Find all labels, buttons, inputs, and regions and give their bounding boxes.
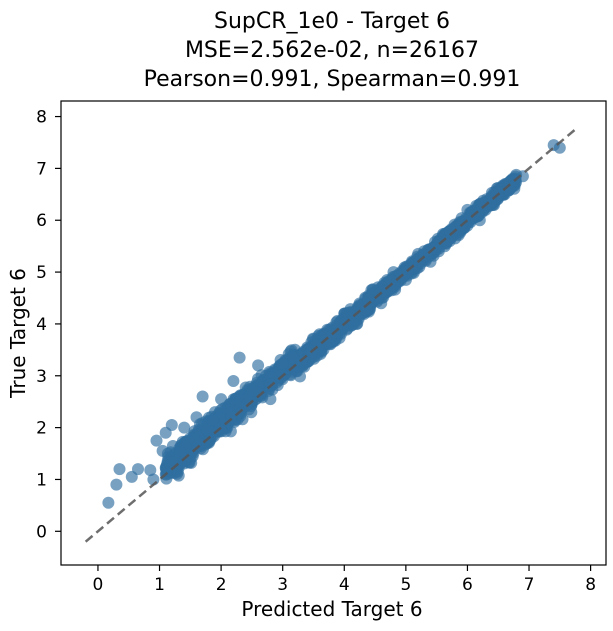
scatter-point xyxy=(227,375,240,387)
scatter-point xyxy=(178,455,191,468)
y-tick-label: 1 xyxy=(36,470,47,490)
y-tick-label: 8 xyxy=(36,108,47,128)
scatter-point xyxy=(165,419,178,431)
y-tick-label: 7 xyxy=(36,159,47,179)
scatter-point xyxy=(201,424,214,437)
scatter-point xyxy=(196,390,209,403)
scatter-point xyxy=(220,402,233,415)
x-tick-label: 6 xyxy=(462,575,473,595)
x-tick-label: 8 xyxy=(585,575,596,595)
scatter-point xyxy=(387,279,400,292)
reference-diagonal-line xyxy=(84,125,580,543)
x-tick-label: 2 xyxy=(216,575,227,595)
x-axis-ticks: 0 1 2 3 4 5 6 7 8 xyxy=(93,565,596,595)
scatter-point xyxy=(508,173,521,186)
scatter-point xyxy=(206,414,219,427)
scatter-point xyxy=(233,351,246,364)
x-tick-label: 4 xyxy=(339,575,350,595)
y-tick-label: 0 xyxy=(36,522,47,542)
scatter-point xyxy=(193,437,206,450)
x-tick-label: 7 xyxy=(524,575,535,595)
chart-title-line-1: SupCR_1e0 - Target 6 xyxy=(214,9,450,34)
scatter-point xyxy=(179,441,192,453)
y-axis-label: True Target 6 xyxy=(6,268,30,399)
y-tick-label: 6 xyxy=(36,211,47,231)
x-axis-label: Predicted Target 6 xyxy=(241,597,422,621)
y-tick-label: 4 xyxy=(36,315,47,335)
scatter-point xyxy=(110,478,123,491)
scatter-point xyxy=(252,359,265,372)
x-tick-label: 0 xyxy=(93,575,104,595)
scatter-point xyxy=(113,463,126,476)
plot-frame xyxy=(60,100,607,566)
scatter-point xyxy=(132,463,144,476)
scatter-point xyxy=(102,496,115,509)
scatter-point xyxy=(144,464,157,477)
scatter-point xyxy=(477,197,490,210)
scatter-point xyxy=(276,357,289,370)
scatter-point xyxy=(246,385,259,398)
scatter-point xyxy=(360,302,373,315)
chart-title-line-3: Pearson=0.991, Spearman=0.991 xyxy=(144,67,521,92)
x-tick-label: 3 xyxy=(277,575,288,595)
x-tick-label: 1 xyxy=(154,575,165,595)
y-tick-label: 2 xyxy=(36,419,47,439)
scatter-point xyxy=(178,421,191,434)
x-tick-label: 5 xyxy=(400,575,411,595)
y-tick-label: 3 xyxy=(36,367,47,387)
y-axis-ticks: 0 1 2 3 4 5 6 7 8 xyxy=(36,108,61,542)
scatter-point xyxy=(150,434,163,447)
chart-title-line-2: MSE=2.562e-02, n=26167 xyxy=(185,38,479,63)
scatter-point xyxy=(234,407,247,420)
y-tick-label: 5 xyxy=(36,263,47,283)
scatter-point xyxy=(347,318,360,330)
